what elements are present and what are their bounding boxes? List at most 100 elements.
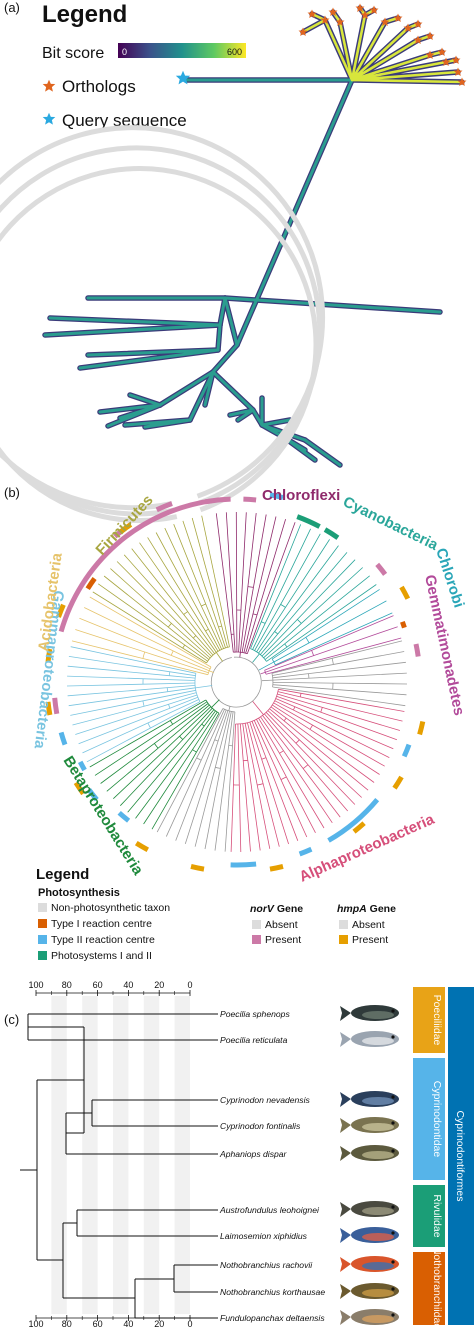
fish-icons [340, 1005, 399, 1325]
taxon-label-7: Nothobranchius rachovii [220, 1260, 313, 1270]
panel-a-tree [42, 5, 465, 468]
clade-acidobacteria [71, 596, 214, 676]
taxon-labels: Poecilia sphenops Poecilia reticulata Cypr… [219, 1009, 325, 1323]
norv-swatch-1 [252, 935, 261, 944]
hmpa-ring [0, 125, 326, 511]
norv-gene-header: norV Gene [250, 903, 303, 915]
fish-icon-2 [340, 1091, 399, 1107]
clade-betaproteobacteria [89, 699, 220, 830]
top-axis-tick-label: 100 [28, 980, 43, 990]
bottom-axis-tick-label: 80 [62, 1319, 72, 1328]
hmpa-ring-mark-10 [73, 781, 86, 796]
family-bar-cyprinodontidae [413, 1058, 445, 1180]
photosynthesis-label-1: Type I reaction centre [51, 918, 152, 930]
photosynthesis-label-3: Photosystems I and II [51, 950, 152, 962]
circular-tree [66, 511, 408, 853]
norv-ring-mark-7 [230, 861, 257, 868]
hmpa-ring-mark-8 [190, 863, 205, 872]
fish-icon-9 [340, 1309, 399, 1325]
time-band [174, 996, 190, 1314]
hmpa-legend: Absent Present [339, 919, 388, 946]
taxon-label-9: Fundulopanchax deltaensis [220, 1313, 325, 1323]
norv-label-1: Present [265, 934, 301, 946]
hmpa-ring-mark-2 [269, 492, 284, 501]
time-band [143, 996, 160, 1314]
hmpa-swatch-0 [339, 920, 348, 929]
hmpa-label-0: Absent [352, 919, 385, 931]
hmpa-ring-mark-14 [118, 522, 133, 535]
norv-ring-mark-10 [86, 788, 99, 802]
hmpa-gene-header: hmpA Gene [337, 903, 396, 915]
norv-ring-mark-5 [327, 797, 380, 843]
hmpa-ring-mark-7 [269, 863, 284, 872]
norv-ring-mark-9 [58, 731, 68, 746]
bottom-axis-tick-label: 100 [28, 1319, 43, 1328]
hmpa-ring-mark-13 [56, 603, 66, 618]
photosynthesis-ring-mark-4 [400, 620, 407, 629]
hmpa-ring-mark-3 [399, 585, 411, 600]
query-star-icon [42, 112, 56, 125]
taxon-label-0: Poecilia sphenops [220, 1009, 290, 1019]
phylum-label-betaproteobacteria: Betaproteobacteria [60, 753, 147, 879]
clade-chlorobi [258, 589, 393, 671]
ortholog-star-icon [42, 79, 56, 92]
panel-a-legend-title: Legend [42, 1, 127, 28]
clade-firmicutes [92, 515, 230, 664]
bit-score-label: Bit score [42, 45, 104, 62]
panel-b-legend-title: Legend [36, 866, 89, 883]
bottom-axis-tick-label: 40 [123, 1319, 133, 1328]
photosynthesis-swatch-3 [38, 951, 47, 960]
panel-c-tree [20, 1013, 218, 1319]
bottom-axis-tick-label: 20 [154, 1319, 164, 1328]
clade-other [261, 640, 408, 707]
time-axis-bottom: 100 80 60 40 20 0 [28, 1315, 193, 1328]
clade-gemmatimonadetes [260, 615, 402, 675]
hmpa-ring-mark-11 [45, 701, 53, 716]
norv-gene-word: Gene [277, 903, 303, 915]
bit-score-min: 0 [122, 47, 127, 57]
hmpa-ring-mark-6 [352, 821, 366, 834]
top-axis-tick-label: 40 [123, 980, 133, 990]
hmpa-ring-mark-4 [417, 720, 426, 736]
photosynthesis-ring-mark-2 [117, 810, 131, 823]
photosynthesis-ring-mark-3 [85, 577, 97, 591]
bottom-axis-tick-label: 0 [187, 1319, 192, 1328]
panel-c-label: (c) [4, 1012, 19, 1027]
photosynthesis-ring-mark-0 [296, 514, 321, 529]
photosynthesis-ring [0, 166, 319, 523]
fish-icon-5 [340, 1201, 399, 1217]
clade-gammaproteobacteria [66, 646, 213, 763]
hmpa-ring-mark-1 [155, 501, 173, 513]
photosynthesis-label-2: Type II reaction centre [51, 934, 155, 946]
fish-icon-3 [340, 1117, 399, 1133]
family-label-poeciliidae: Poeciliidae [431, 995, 443, 1046]
time-band [51, 996, 67, 1314]
bottom-axis-tick-label: 60 [93, 1319, 103, 1328]
photosynthesis-swatch-0 [38, 903, 47, 912]
panel-b: (b) Chloroflexi Cyanobacteria Chlorobi G… [0, 125, 468, 962]
clade-unclassified [156, 705, 236, 852]
photosynthesis-ring-mark-1 [323, 527, 340, 540]
photosynthesis-swatch-2 [38, 935, 47, 944]
family-bar-rivulidae [413, 1185, 445, 1247]
fish-icon-0 [340, 1005, 399, 1021]
family-label-rivulidae: Rivulidae [431, 1194, 443, 1237]
fish-icon-4 [340, 1145, 399, 1161]
hmpa-gene-name: hmpA [337, 903, 367, 915]
clade-cyanobacteria [250, 524, 377, 663]
fish-icon-6 [340, 1227, 399, 1243]
clade-alphaproteobacteria [230, 688, 405, 853]
fish-icon-8 [340, 1283, 399, 1299]
family-bar-nothobranchiidae [413, 1252, 445, 1325]
hmpa-ring-mark-5 [392, 775, 404, 790]
fish-icon-7 [340, 1256, 399, 1272]
taxon-label-8: Nothobranchius korthausae [220, 1287, 325, 1297]
family-label-cyprinodontidae: Cyprinodontidae [431, 1081, 443, 1158]
time-band [82, 996, 98, 1314]
top-axis-tick-label: 0 [187, 980, 192, 990]
panel-a: (a) Legend Bit score 0 600 Orthologs Que… [4, 0, 467, 468]
time-bands [51, 996, 190, 1314]
taxon-label-1: Poecilia reticulata [220, 1035, 288, 1045]
panel-c: (c) 100 80 60 40 20 0 100 80 60 40 20 0 Poecilia s… [4, 980, 474, 1328]
